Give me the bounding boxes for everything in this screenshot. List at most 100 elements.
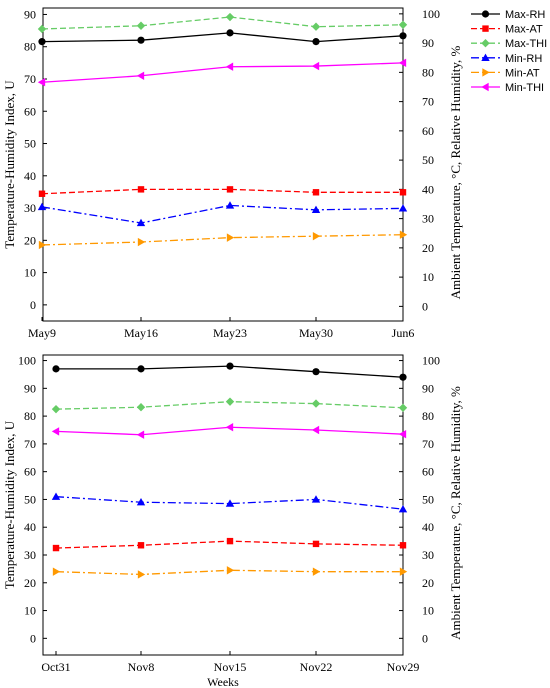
x-tick-label: Nov8 (128, 660, 155, 674)
right-tick-label: 30 (422, 548, 434, 562)
data-point-max-thi (225, 12, 235, 22)
data-point-min-thi (311, 61, 320, 71)
series-line-max-rh (41, 32, 404, 43)
legend-marker (481, 53, 490, 61)
legend-label: Max-THI (505, 38, 547, 50)
y-axis-label-right: Ambient Temperature, °C, Relative Humidi… (448, 45, 463, 299)
right-tick-label: 30 (422, 212, 434, 226)
x-tick-label: May23 (213, 326, 247, 340)
left-tick-label: 90 (24, 7, 36, 21)
left-tick-label: 50 (24, 492, 36, 506)
data-point-max-at (52, 544, 60, 552)
data-point-max-rh (312, 38, 320, 46)
left-tick-label: 100 (18, 354, 36, 368)
series-line-min-thi (41, 62, 404, 83)
series-line-min-at (41, 234, 404, 246)
left-tick-label: 0 (30, 631, 36, 645)
x-tick-label: May9 (28, 326, 56, 340)
x-axis-label: Weeks (207, 675, 239, 688)
right-tick-label: 0 (422, 299, 428, 313)
right-tick-label: 80 (422, 65, 434, 79)
data-point-max-thi (398, 20, 408, 29)
data-point-max-rh (226, 29, 234, 37)
left-tick-label: 20 (24, 233, 36, 247)
data-point-min-thi (398, 429, 407, 439)
right-tick-label: 40 (422, 182, 434, 196)
plot-frame (42, 354, 404, 656)
data-point-min-rh (311, 495, 321, 503)
data-point-max-thi (311, 399, 321, 408)
data-point-max-rh (399, 32, 407, 40)
legend-label: Min-AT (505, 67, 540, 79)
left-tick-label: 40 (24, 169, 36, 183)
chart-top: 0 10 20 30 40 50 60 70 80 90 0 10 20 30 40 50 60 70 80 90 10… (2, 7, 463, 340)
data-point-max-rh (52, 365, 60, 373)
data-point-min-rh (225, 499, 235, 507)
x-tick-label: May30 (299, 326, 333, 340)
right-tick-label: 10 (422, 270, 434, 284)
x-tick-label: Nov22 (300, 660, 333, 674)
data-point-max-thi (225, 397, 235, 406)
y-axis-label-right: Ambient Temperature, °C, Relative Humidi… (448, 386, 463, 640)
data-point-min-thi (311, 425, 320, 435)
left-tick-label: 30 (24, 548, 36, 562)
data-point-max-at (38, 190, 46, 197)
data-point-max-thi (398, 403, 408, 412)
right-tick-label: 70 (422, 95, 434, 109)
left-tick-label: 10 (24, 604, 36, 618)
data-point-min-at (38, 240, 47, 250)
right-tick-label: 90 (422, 381, 434, 395)
right-tick-label: 0 (422, 631, 428, 645)
data-point-min-thi (136, 71, 145, 80)
legend-marker (481, 39, 490, 48)
data-point-min-rh (398, 504, 408, 513)
data-point-max-rh (137, 365, 145, 373)
data-point-min-rh (225, 201, 235, 209)
right-tick-label: 20 (422, 576, 434, 590)
data-point-min-thi (225, 423, 234, 432)
data-point-max-at (399, 542, 407, 549)
data-point-max-at (226, 186, 234, 193)
y-axis-label-left: Temperature-Humidity Index, U (2, 420, 17, 589)
right-tick-label: 50 (422, 492, 434, 506)
y-axis-label-left: Temperature-Humidity Index, U (2, 80, 17, 249)
data-point-max-at (137, 186, 145, 193)
x-tick-label: Nov15 (214, 660, 247, 674)
right-tick-label: 40 (422, 520, 434, 534)
series-line-min-rh (41, 204, 404, 224)
x-tick-label: Jun6 (392, 326, 415, 340)
left-tick-label: 20 (24, 576, 36, 590)
data-point-min-rh (311, 205, 321, 213)
data-point-max-at (312, 189, 320, 196)
data-point-max-thi (51, 404, 61, 414)
right-tick-label: 100 (422, 7, 440, 21)
legend-marker (482, 25, 489, 32)
data-point-min-rh (136, 218, 146, 227)
series-line-min-rh (55, 496, 404, 510)
legend: Max-RH Max-AT Max-THI Min-RH Min-AT Min-THI (471, 9, 547, 94)
legend-label: Max-AT (505, 24, 543, 36)
series-line-max-at (41, 188, 403, 195)
left-tick-label: 70 (24, 72, 36, 86)
legend-label: Max-RH (505, 9, 545, 21)
legend-marker (481, 82, 489, 92)
left-tick-label: 10 (24, 266, 36, 280)
data-point-max-thi (136, 403, 146, 412)
right-tick-label: 60 (422, 465, 434, 479)
data-point-min-at (226, 233, 235, 242)
data-point-min-rh (51, 492, 61, 500)
data-point-min-thi (136, 430, 145, 439)
data-point-max-at (137, 542, 145, 549)
left-tick-label: 40 (24, 520, 36, 534)
legend-label: Min-THI (505, 82, 544, 94)
left-tick-label: 60 (24, 465, 36, 479)
data-point-min-thi (398, 58, 407, 68)
left-tick-label: 90 (24, 381, 36, 395)
data-point-min-at (312, 567, 321, 576)
left-tick-label: 80 (24, 409, 36, 423)
data-point-max-thi (37, 24, 47, 34)
legend-marker (481, 10, 490, 18)
legend-marker (482, 68, 490, 77)
x-tick-label: May16 (124, 326, 158, 340)
